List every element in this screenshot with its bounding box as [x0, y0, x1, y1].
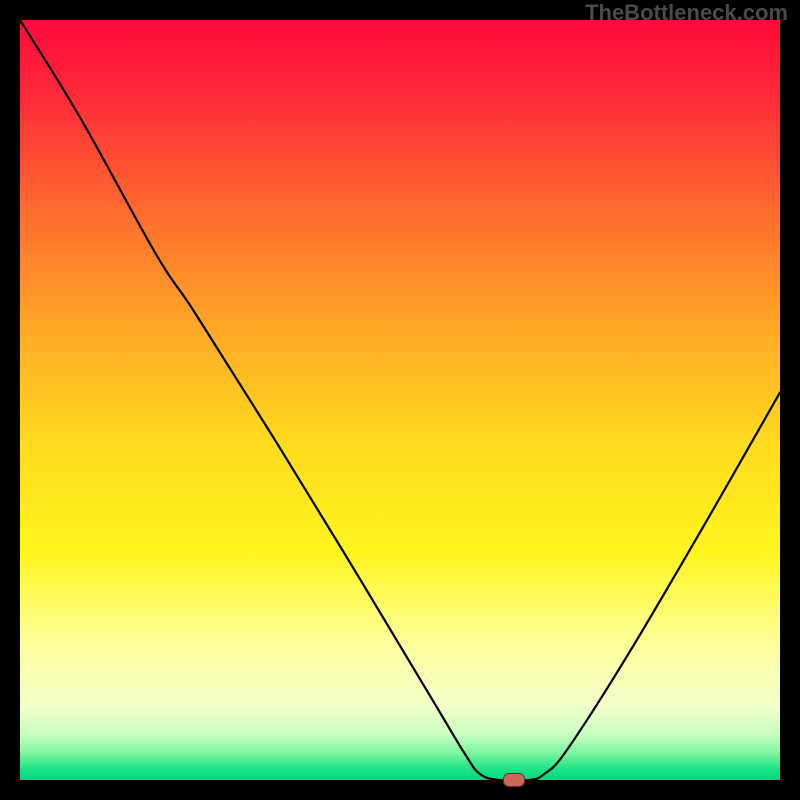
bottleneck-curve	[20, 20, 780, 780]
chart-container: TheBottleneck.com	[0, 0, 800, 800]
plot-area	[20, 20, 780, 780]
curve-layer	[20, 20, 780, 780]
watermark-text: TheBottleneck.com	[585, 0, 788, 26]
optimal-point-marker	[503, 773, 525, 787]
